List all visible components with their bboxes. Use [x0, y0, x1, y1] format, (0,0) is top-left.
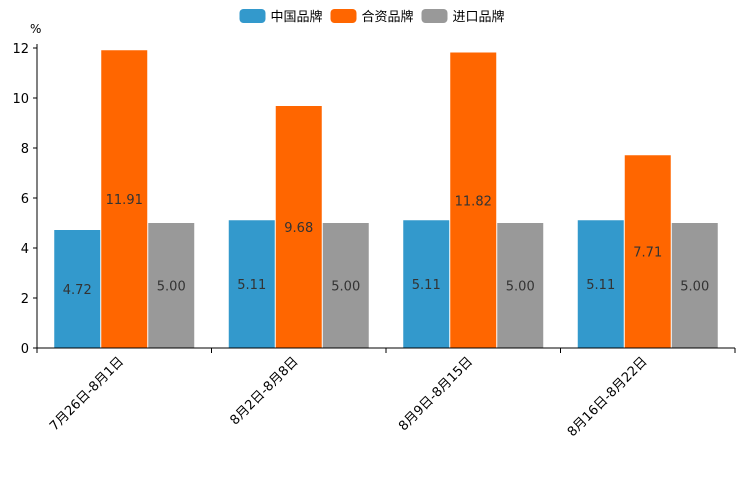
legend: 中国品牌 合资品牌 进口品牌 [239, 9, 505, 25]
bar-value-label: 9.68 [284, 221, 313, 236]
bar [450, 52, 497, 348]
bar [54, 230, 101, 348]
legend-label: 中国品牌 [271, 9, 323, 25]
bar-value-label: 5.11 [237, 278, 266, 293]
bar [322, 223, 369, 348]
bar-value-label: 4.72 [63, 283, 92, 298]
y-tick-label: 10 [12, 92, 29, 107]
bar-value-label: 7.71 [633, 246, 662, 261]
x-category-label: 8月9日-8月15日 [396, 354, 476, 434]
legend-swatch [239, 9, 266, 23]
bar-value-label: 5.00 [331, 280, 360, 295]
y-axis: 0 2 4 6 8 10 12 [12, 42, 38, 357]
bar-value-label: 5.00 [506, 280, 535, 295]
bar [275, 106, 322, 348]
bars: 4.72 11.91 5.00 5.11 9.68 5.00 5.11 11.82 5.00 5.… [54, 50, 718, 348]
bar [671, 223, 718, 348]
legend-swatch [421, 9, 448, 23]
legend-label: 进口品牌 [453, 9, 505, 25]
bar-value-label: 5.00 [157, 280, 186, 295]
x-category-label: 8月2日-8月8日 [227, 354, 301, 428]
bar [577, 220, 624, 348]
bar [228, 220, 275, 348]
legend-swatch [330, 9, 357, 23]
legend-label: 合资品牌 [362, 9, 414, 25]
y-axis-unit-label: % [30, 22, 41, 36]
x-axis: 7月26日-8月1日 8月2日-8月8日 8月9日-8月15日 8月16日-8月22日 [36, 347, 736, 440]
bar-value-label: 11.82 [455, 194, 492, 209]
y-tick-label: 2 [21, 292, 29, 307]
y-tick-label: 12 [12, 42, 29, 57]
bar [497, 223, 544, 348]
bar [101, 50, 148, 348]
y-tick-label: 6 [21, 192, 29, 207]
y-tick-label: 8 [21, 142, 29, 157]
bar-value-label: 5.00 [680, 280, 709, 295]
y-tick-label: 0 [21, 342, 29, 357]
bar [624, 155, 671, 348]
bar-value-label: 5.11 [586, 278, 615, 293]
bar-value-label: 5.11 [412, 278, 441, 293]
y-tick-label: 4 [21, 242, 29, 257]
bar [403, 220, 450, 348]
x-category-label: 8月16日-8月22日 [565, 354, 651, 440]
bar-value-label: 11.91 [106, 193, 143, 208]
x-category-label: 7月26日-8月1日 [47, 354, 127, 434]
bar [148, 223, 195, 348]
